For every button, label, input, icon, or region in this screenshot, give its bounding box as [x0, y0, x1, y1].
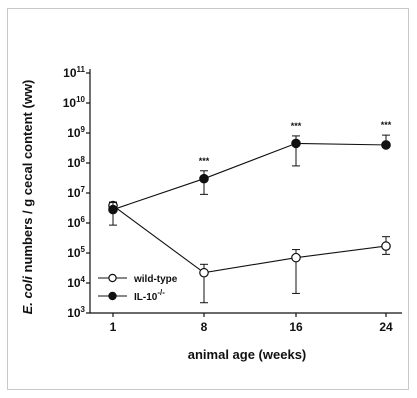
y-tick-label: 105 [67, 245, 85, 260]
series-line [112, 142, 387, 211]
legend-marker-wild-type [108, 273, 117, 283]
figure-frame [7, 8, 409, 390]
legend-label-wild-type: wild-type [133, 274, 178, 285]
data-point [381, 241, 391, 251]
y-axis-title: E. coli numbers / g cecal content (ww) [20, 80, 35, 315]
y-tick-label: 107 [67, 185, 85, 200]
y-axis-ticks: 103 104 105 106 107 108 109 1010 1011 [63, 65, 90, 320]
data-point [199, 267, 209, 278]
x-tick-label: 24 [379, 320, 393, 334]
y-tick-label: 1010 [63, 95, 86, 110]
significance-annotations: *** *** *** [199, 120, 392, 166]
legend-marker-il10 [108, 291, 117, 301]
series-line [112, 205, 387, 274]
data-point [291, 252, 301, 263]
y-tick-label: 103 [67, 305, 85, 320]
data-point [291, 138, 301, 149]
x-tick-label: 16 [289, 320, 303, 334]
data-point [108, 204, 118, 215]
significance-marker: *** [199, 156, 210, 166]
data-point [381, 140, 391, 150]
x-axis-title: animal age (weeks) [188, 347, 307, 362]
x-axis-ticks: 1 8 16 24 [110, 313, 393, 334]
legend: wild-type IL-10-/- [98, 273, 178, 303]
x-tick-label: 8 [201, 320, 208, 334]
series-layer [108, 134, 391, 304]
x-tick-label: 1 [110, 320, 117, 334]
y-tick-label: 109 [67, 125, 85, 140]
y-tick-label: 108 [67, 155, 85, 170]
significance-marker: *** [291, 121, 302, 131]
y-tick-label: 1011 [63, 65, 85, 80]
series-wild-type [108, 200, 391, 304]
series-il10 [108, 134, 391, 226]
y-tick-label: 104 [67, 275, 85, 290]
data-point [199, 173, 209, 184]
y-tick-label: 106 [67, 215, 85, 230]
significance-marker: *** [381, 120, 392, 130]
legend-label-il10: IL-10-/- [134, 288, 165, 303]
